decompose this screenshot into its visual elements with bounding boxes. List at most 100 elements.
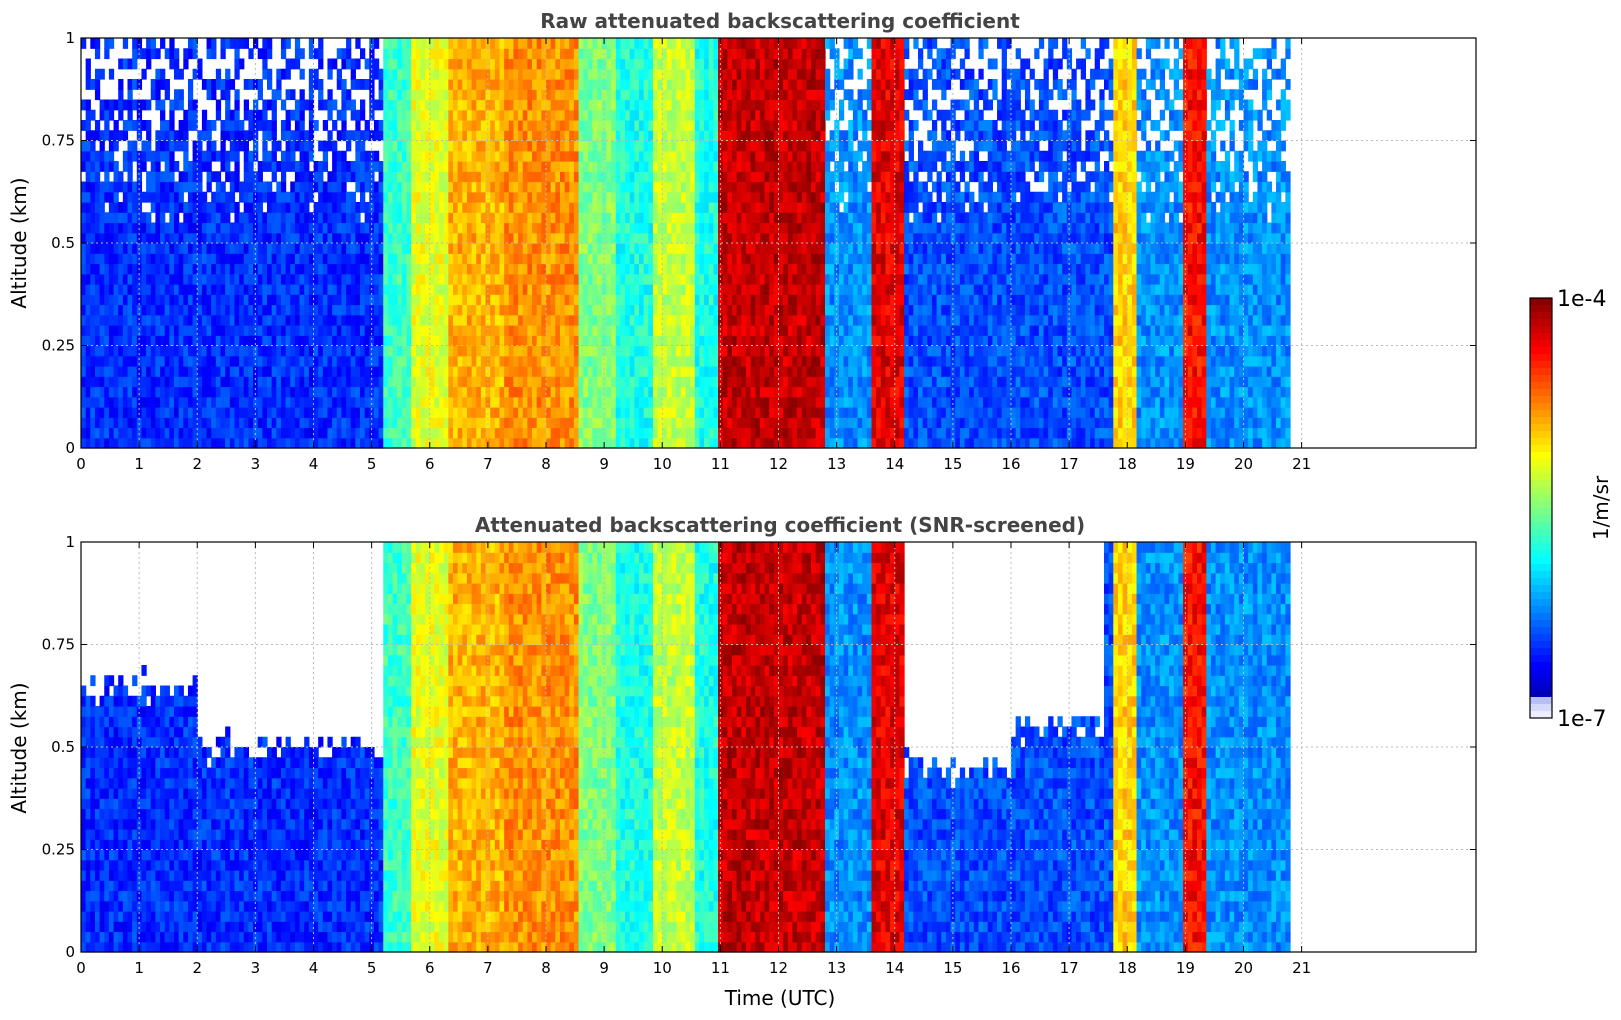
heatmap-cell xyxy=(364,345,370,357)
heatmap-cell xyxy=(462,212,468,224)
heatmap-cell xyxy=(592,38,598,49)
heatmap-cell xyxy=(90,161,96,172)
heatmap-cell xyxy=(652,263,659,275)
heatmap-cell xyxy=(453,120,459,131)
heatmap-cell xyxy=(550,48,556,60)
heatmap-cell xyxy=(559,294,566,306)
heatmap-cell xyxy=(127,396,133,408)
heatmap-cell xyxy=(522,427,528,439)
heatmap-cell xyxy=(406,89,412,101)
heatmap-cell xyxy=(401,355,408,367)
heatmap-cell xyxy=(606,314,612,326)
heatmap-cell xyxy=(634,222,640,234)
heatmap-cell xyxy=(192,396,198,408)
heatmap-cell xyxy=(262,386,268,398)
heatmap-cell xyxy=(150,263,156,275)
heatmap-cell xyxy=(587,150,594,162)
heatmap-cell xyxy=(662,273,668,285)
heatmap-cell xyxy=(85,191,91,203)
heatmap-cell xyxy=(104,355,110,367)
heatmap-cell xyxy=(411,294,417,306)
heatmap-cell xyxy=(639,150,645,162)
heatmap-cell xyxy=(662,386,668,398)
heatmap-cell xyxy=(155,150,161,162)
heatmap-cell xyxy=(615,58,621,70)
heatmap-cell xyxy=(541,212,547,224)
heatmap-cell xyxy=(243,171,249,183)
heatmap-cell xyxy=(499,109,505,121)
heatmap-cell xyxy=(508,181,515,193)
heatmap-cell xyxy=(201,294,208,306)
heatmap-cell xyxy=(462,99,468,111)
heatmap-cell xyxy=(569,376,575,388)
heatmap-cell xyxy=(425,253,431,265)
heatmap-cell xyxy=(183,273,189,285)
heatmap-cell xyxy=(685,58,691,70)
heatmap-cell xyxy=(522,130,528,142)
heatmap-cell xyxy=(555,68,561,80)
heatmap-cell xyxy=(234,130,240,142)
heatmap-cell xyxy=(290,294,296,306)
heatmap-cell xyxy=(341,222,347,234)
heatmap-cell xyxy=(439,366,445,377)
heatmap-cell xyxy=(662,68,668,80)
heatmap-cell xyxy=(187,120,194,131)
heatmap-cell xyxy=(285,284,291,295)
heatmap-cell xyxy=(625,48,631,60)
heatmap-cell xyxy=(406,366,412,377)
heatmap-cell xyxy=(392,58,398,70)
heatmap-cell xyxy=(220,243,226,254)
heatmap-cell xyxy=(569,386,575,398)
heatmap-cell xyxy=(229,232,236,244)
heatmap-cell xyxy=(387,181,394,193)
heatmap-cell xyxy=(364,417,370,429)
heatmap-cell xyxy=(239,232,245,244)
heatmap-cell xyxy=(466,232,473,244)
heatmap-cell xyxy=(587,345,594,357)
heatmap-cell xyxy=(262,335,268,347)
heatmap-cell xyxy=(341,437,347,449)
heatmap-cell xyxy=(271,130,277,142)
heatmap-cell xyxy=(652,191,659,203)
heatmap-cell xyxy=(657,325,663,336)
heatmap-cell xyxy=(322,294,329,306)
heatmap-cell xyxy=(606,232,612,244)
heatmap-cell xyxy=(141,437,147,449)
heatmap-cell xyxy=(220,191,226,203)
heatmap-cell xyxy=(657,232,663,244)
heatmap-cell xyxy=(662,89,668,101)
heatmap-cell xyxy=(141,232,147,244)
heatmap-cell xyxy=(513,68,519,80)
heatmap-cell xyxy=(485,396,491,408)
heatmap-cell xyxy=(620,314,626,326)
heatmap-cell xyxy=(364,284,370,295)
heatmap-cell xyxy=(453,386,459,398)
heatmap-cell xyxy=(355,130,361,142)
heatmap-cell xyxy=(332,437,338,449)
heatmap-cell xyxy=(564,417,570,429)
heatmap-cell xyxy=(304,191,310,203)
heatmap-cell xyxy=(457,407,463,418)
heatmap-cell xyxy=(215,355,222,367)
heatmap-cell xyxy=(490,171,496,183)
heatmap-cell xyxy=(532,212,538,224)
heatmap-cell xyxy=(597,417,603,429)
heatmap-cell xyxy=(104,304,110,316)
heatmap-cell xyxy=(457,243,463,254)
heatmap-cell xyxy=(415,89,422,101)
heatmap-cell xyxy=(476,396,482,408)
heatmap-cell xyxy=(267,345,273,357)
heatmap-cell xyxy=(304,325,310,336)
heatmap-cell xyxy=(355,243,361,254)
heatmap-cell xyxy=(676,38,682,49)
heatmap-cell xyxy=(592,130,598,142)
heatmap-cell xyxy=(583,202,589,213)
heatmap-cell xyxy=(155,304,161,316)
heatmap-cell xyxy=(541,335,547,347)
heatmap-cell xyxy=(108,437,115,449)
heatmap-cell xyxy=(104,243,110,254)
heatmap-cell xyxy=(671,345,677,357)
heatmap-cell xyxy=(420,427,426,439)
heatmap-cell xyxy=(94,427,101,439)
heatmap-cell xyxy=(662,294,668,306)
